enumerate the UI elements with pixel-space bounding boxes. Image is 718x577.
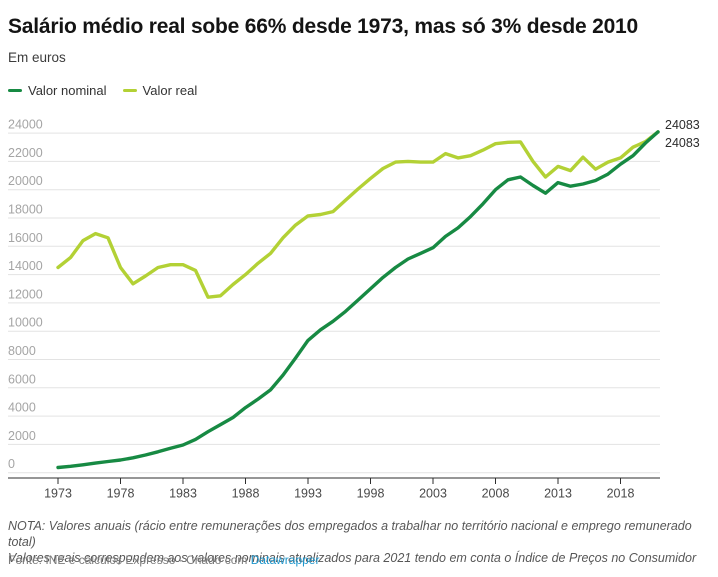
- series-end-label: 24083: [665, 136, 700, 150]
- x-tick-label: 1978: [107, 487, 135, 501]
- x-tick-label: 2008: [482, 487, 510, 501]
- y-tick-label: 10000: [8, 316, 43, 330]
- x-tick-label: 1993: [294, 487, 322, 501]
- y-tick-label: 4000: [8, 401, 36, 415]
- x-tick-label: 2003: [419, 487, 447, 501]
- series-line-valor-real[interactable]: [56, 130, 660, 299]
- y-tick-label: 14000: [8, 259, 43, 273]
- note-line-1: NOTA: Valores anuais (rácio entre remune…: [8, 519, 692, 549]
- source-line: Fonte: INE e cálculos Expresso · Criado …: [8, 553, 319, 567]
- legend-item-valor-real: Valor real: [122, 83, 198, 98]
- y-tick-label: 22000: [8, 146, 43, 160]
- legend-label: Valor real: [142, 83, 198, 98]
- y-tick-label: 24000: [8, 118, 43, 132]
- source-text: Fonte: INE e cálculos Expresso · Criado …: [8, 553, 251, 567]
- note-line-2: Valores reais correspondem aos valores n…: [8, 551, 697, 565]
- chart-title: Salário médio real sobe 66% desde 1973, …: [8, 15, 639, 38]
- datawrapper-link[interactable]: Datawrapper: [250, 553, 320, 567]
- y-tick-label: 16000: [8, 231, 43, 245]
- y-tick-label: 6000: [8, 372, 36, 386]
- y-tick-label: 20000: [8, 174, 43, 188]
- x-tick-label: 1973: [44, 487, 72, 501]
- legend-swatch-real-icon: [122, 88, 137, 93]
- x-tick-label: 1983: [169, 487, 197, 501]
- legend: Valor nominal Valor real: [8, 83, 197, 98]
- y-tick-label: 8000: [8, 344, 36, 358]
- x-tick-label: 2013: [544, 487, 572, 501]
- chart-svg: 0 2000 4000 6000 8000 10000 12000 14000 16000 180…: [8, 118, 700, 501]
- y-tick-label: 2000: [8, 429, 36, 443]
- y-tick-label: 0: [8, 457, 15, 471]
- series-end-label: 24083: [665, 118, 700, 132]
- y-tick-label: 18000: [8, 203, 43, 217]
- x-tick-label: 1998: [357, 487, 385, 501]
- chart-note: NOTA: Valores anuais (rácio entre remune…: [8, 518, 712, 566]
- chart-subtitle: Em euros: [8, 50, 66, 65]
- legend-label: Valor nominal: [28, 83, 107, 98]
- legend-item-valor-nominal: Valor nominal: [8, 83, 107, 98]
- legend-swatch-nominal-icon: [8, 88, 22, 93]
- x-tick-label: 1988: [232, 487, 260, 501]
- series-line-valor-nominal[interactable]: [56, 130, 660, 470]
- y-tick-label: 12000: [8, 287, 43, 301]
- x-tick-label: 2018: [607, 487, 635, 501]
